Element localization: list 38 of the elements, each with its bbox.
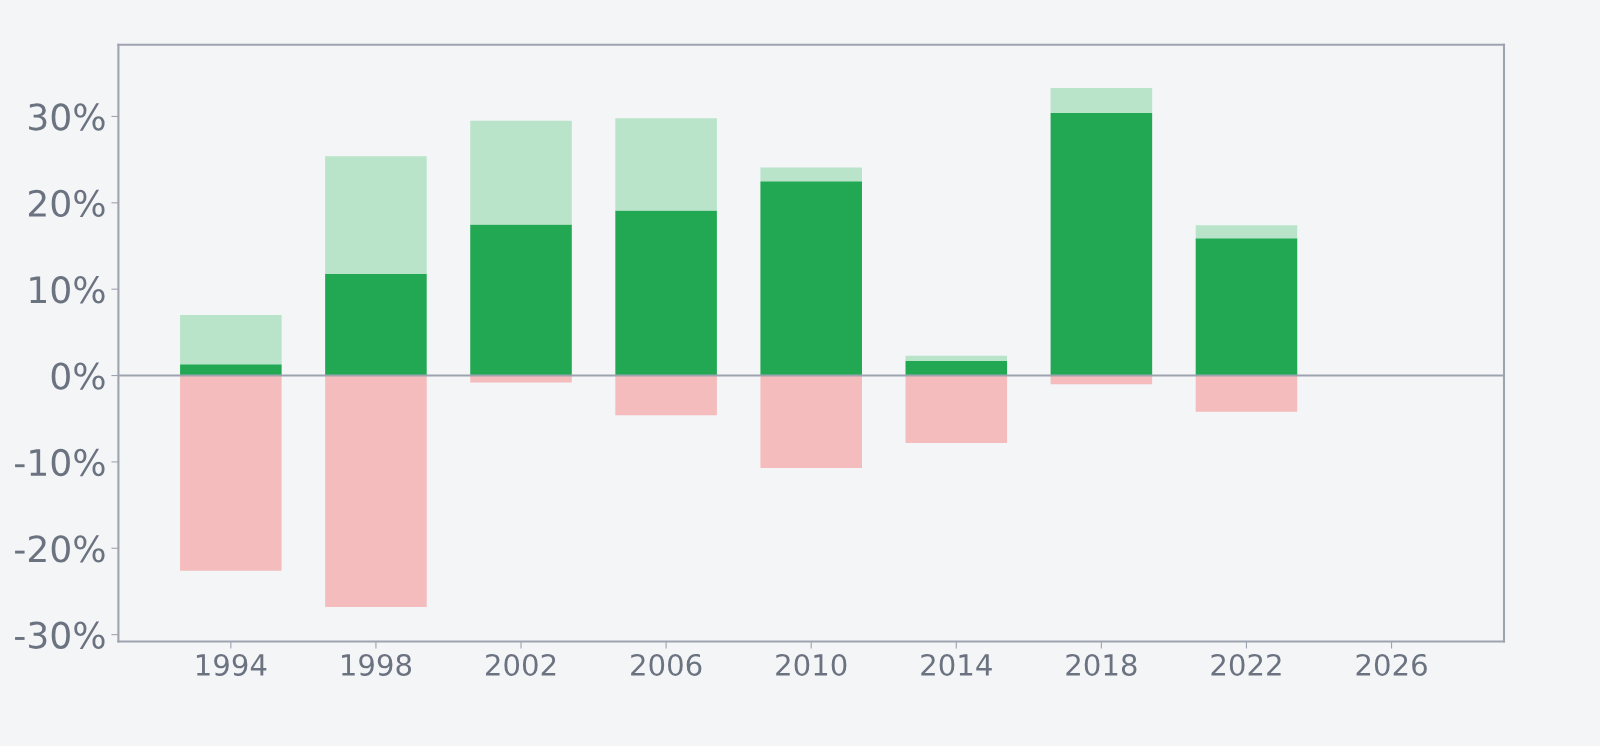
x-tick-label: 2026 bbox=[1356, 653, 1427, 676]
bar bbox=[760, 375, 862, 468]
x-tick-label: 2014 bbox=[921, 653, 992, 676]
bar bbox=[325, 156, 427, 274]
bar bbox=[905, 375, 1008, 443]
bar bbox=[905, 355, 1008, 361]
bar bbox=[1195, 225, 1298, 239]
x-tick-label: 1998 bbox=[342, 653, 412, 676]
bar bbox=[325, 273, 427, 376]
bar bbox=[615, 118, 717, 211]
x-tick-label: 2018 bbox=[1066, 653, 1137, 676]
bar bbox=[1050, 112, 1153, 376]
x-tick-label: 2002 bbox=[486, 653, 556, 676]
y-tick-label: 30% bbox=[29, 103, 105, 131]
y-tick-label: -20% bbox=[15, 535, 105, 563]
bar bbox=[760, 181, 862, 376]
bar bbox=[470, 224, 572, 376]
bar bbox=[180, 375, 282, 571]
bar bbox=[905, 360, 1008, 376]
bar bbox=[1195, 375, 1298, 412]
bar bbox=[325, 375, 427, 608]
y-tick-label: 10% bbox=[30, 276, 105, 304]
y-tick-label: -30% bbox=[15, 621, 105, 649]
bar bbox=[470, 120, 572, 225]
bar bbox=[615, 210, 717, 376]
y-tick-label: -10% bbox=[15, 448, 105, 477]
x-tick-label: 2006 bbox=[631, 653, 702, 676]
bar bbox=[760, 167, 862, 182]
x-tick-label: 1994 bbox=[196, 653, 267, 676]
bar bbox=[180, 315, 282, 365]
bar bbox=[1050, 87, 1153, 113]
bar bbox=[615, 375, 717, 416]
y-tick-label: 20% bbox=[28, 189, 105, 218]
x-tick-label: 2010 bbox=[776, 653, 847, 676]
bar bbox=[180, 364, 282, 376]
y-tick-label: 0% bbox=[51, 362, 105, 390]
x-tick-label: 2022 bbox=[1211, 653, 1281, 676]
bar bbox=[1195, 238, 1298, 376]
